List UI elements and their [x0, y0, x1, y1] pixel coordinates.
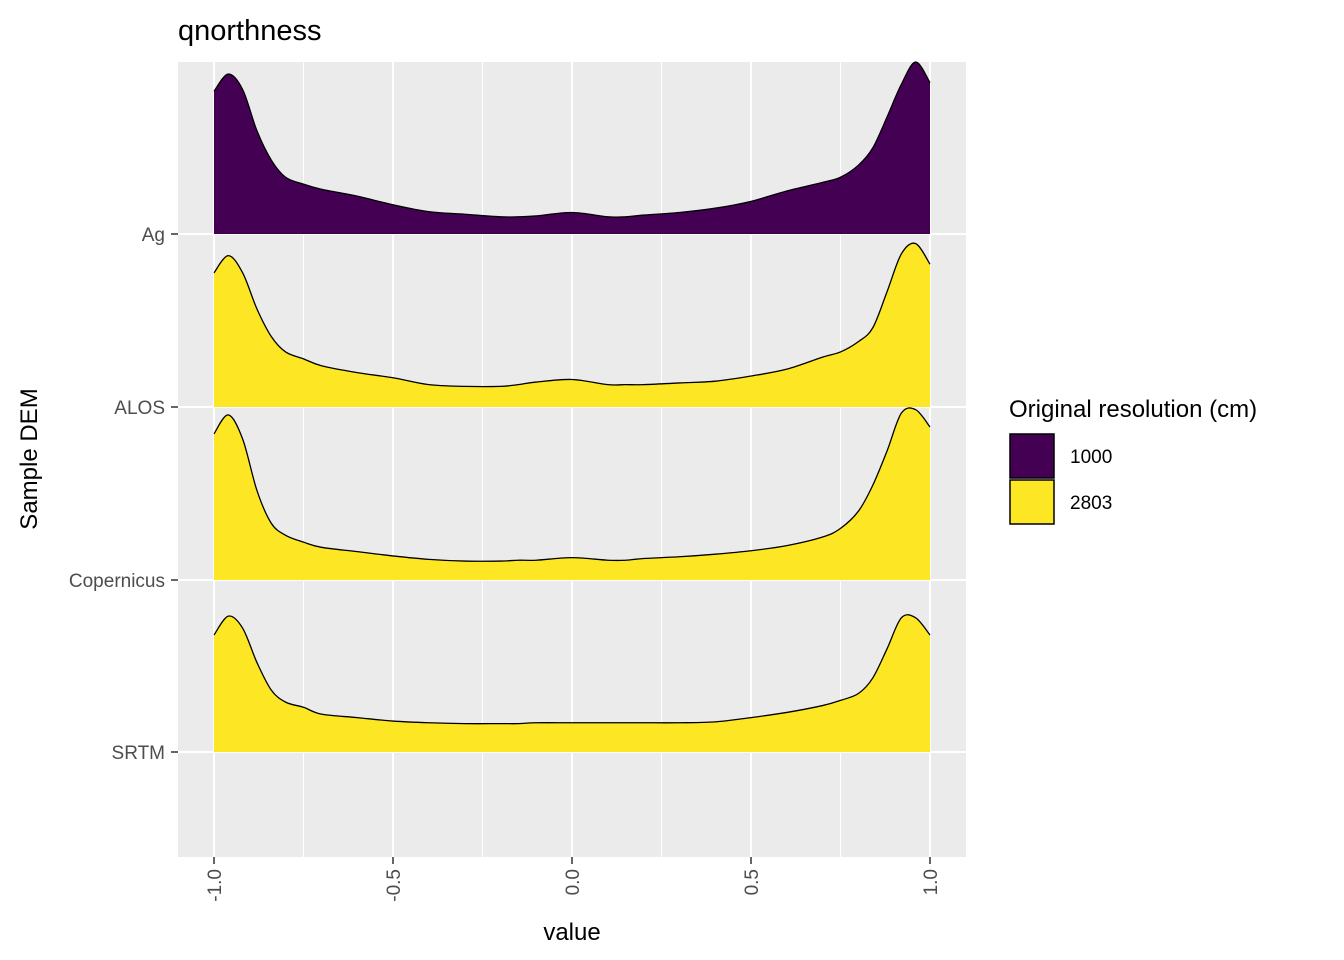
x-tick-label: 1.0 [921, 869, 942, 895]
legend-label-2803: 2803 [1070, 493, 1112, 514]
legend-title: Original resolution (cm) [1009, 396, 1257, 423]
y-tick-label: Ag [142, 225, 165, 246]
y-tick-label: SRTM [112, 743, 165, 764]
ridge-fill-copernicus [214, 407, 930, 580]
ridge-fill-alos [214, 243, 930, 407]
legend-key-2803 [1009, 479, 1055, 525]
chart-title: qnorthness [178, 15, 322, 47]
legend-key-1000 [1009, 433, 1055, 479]
x-axis-title: value [543, 919, 600, 946]
ridge-outline-ag [213, 61, 931, 218]
y-axis-title: Sample DEM [16, 388, 43, 529]
y-axis: Ag ALOS Copernicus SRTM [69, 225, 178, 764]
ridge-fill-ag [214, 61, 930, 235]
ridge-outline-srtm [213, 614, 931, 725]
x-tick-label: 0.0 [563, 869, 584, 895]
ridge-outline-alos [213, 242, 931, 388]
legend-label-1000: 1000 [1070, 447, 1112, 468]
x-tick-label: 0.5 [742, 869, 763, 895]
ridge-outline-copernicus [213, 407, 931, 562]
y-tick-label: Copernicus [69, 571, 165, 592]
x-tick-label: -1.0 [205, 869, 226, 902]
y-tick-label: ALOS [114, 398, 165, 419]
density-ridges [213, 61, 931, 752]
legend: Original resolution (cm) 1000 2803 [1009, 396, 1257, 525]
x-axis: -1.0 -0.5 0.0 0.5 1.0 [205, 857, 942, 902]
x-tick-label: -0.5 [384, 869, 405, 902]
